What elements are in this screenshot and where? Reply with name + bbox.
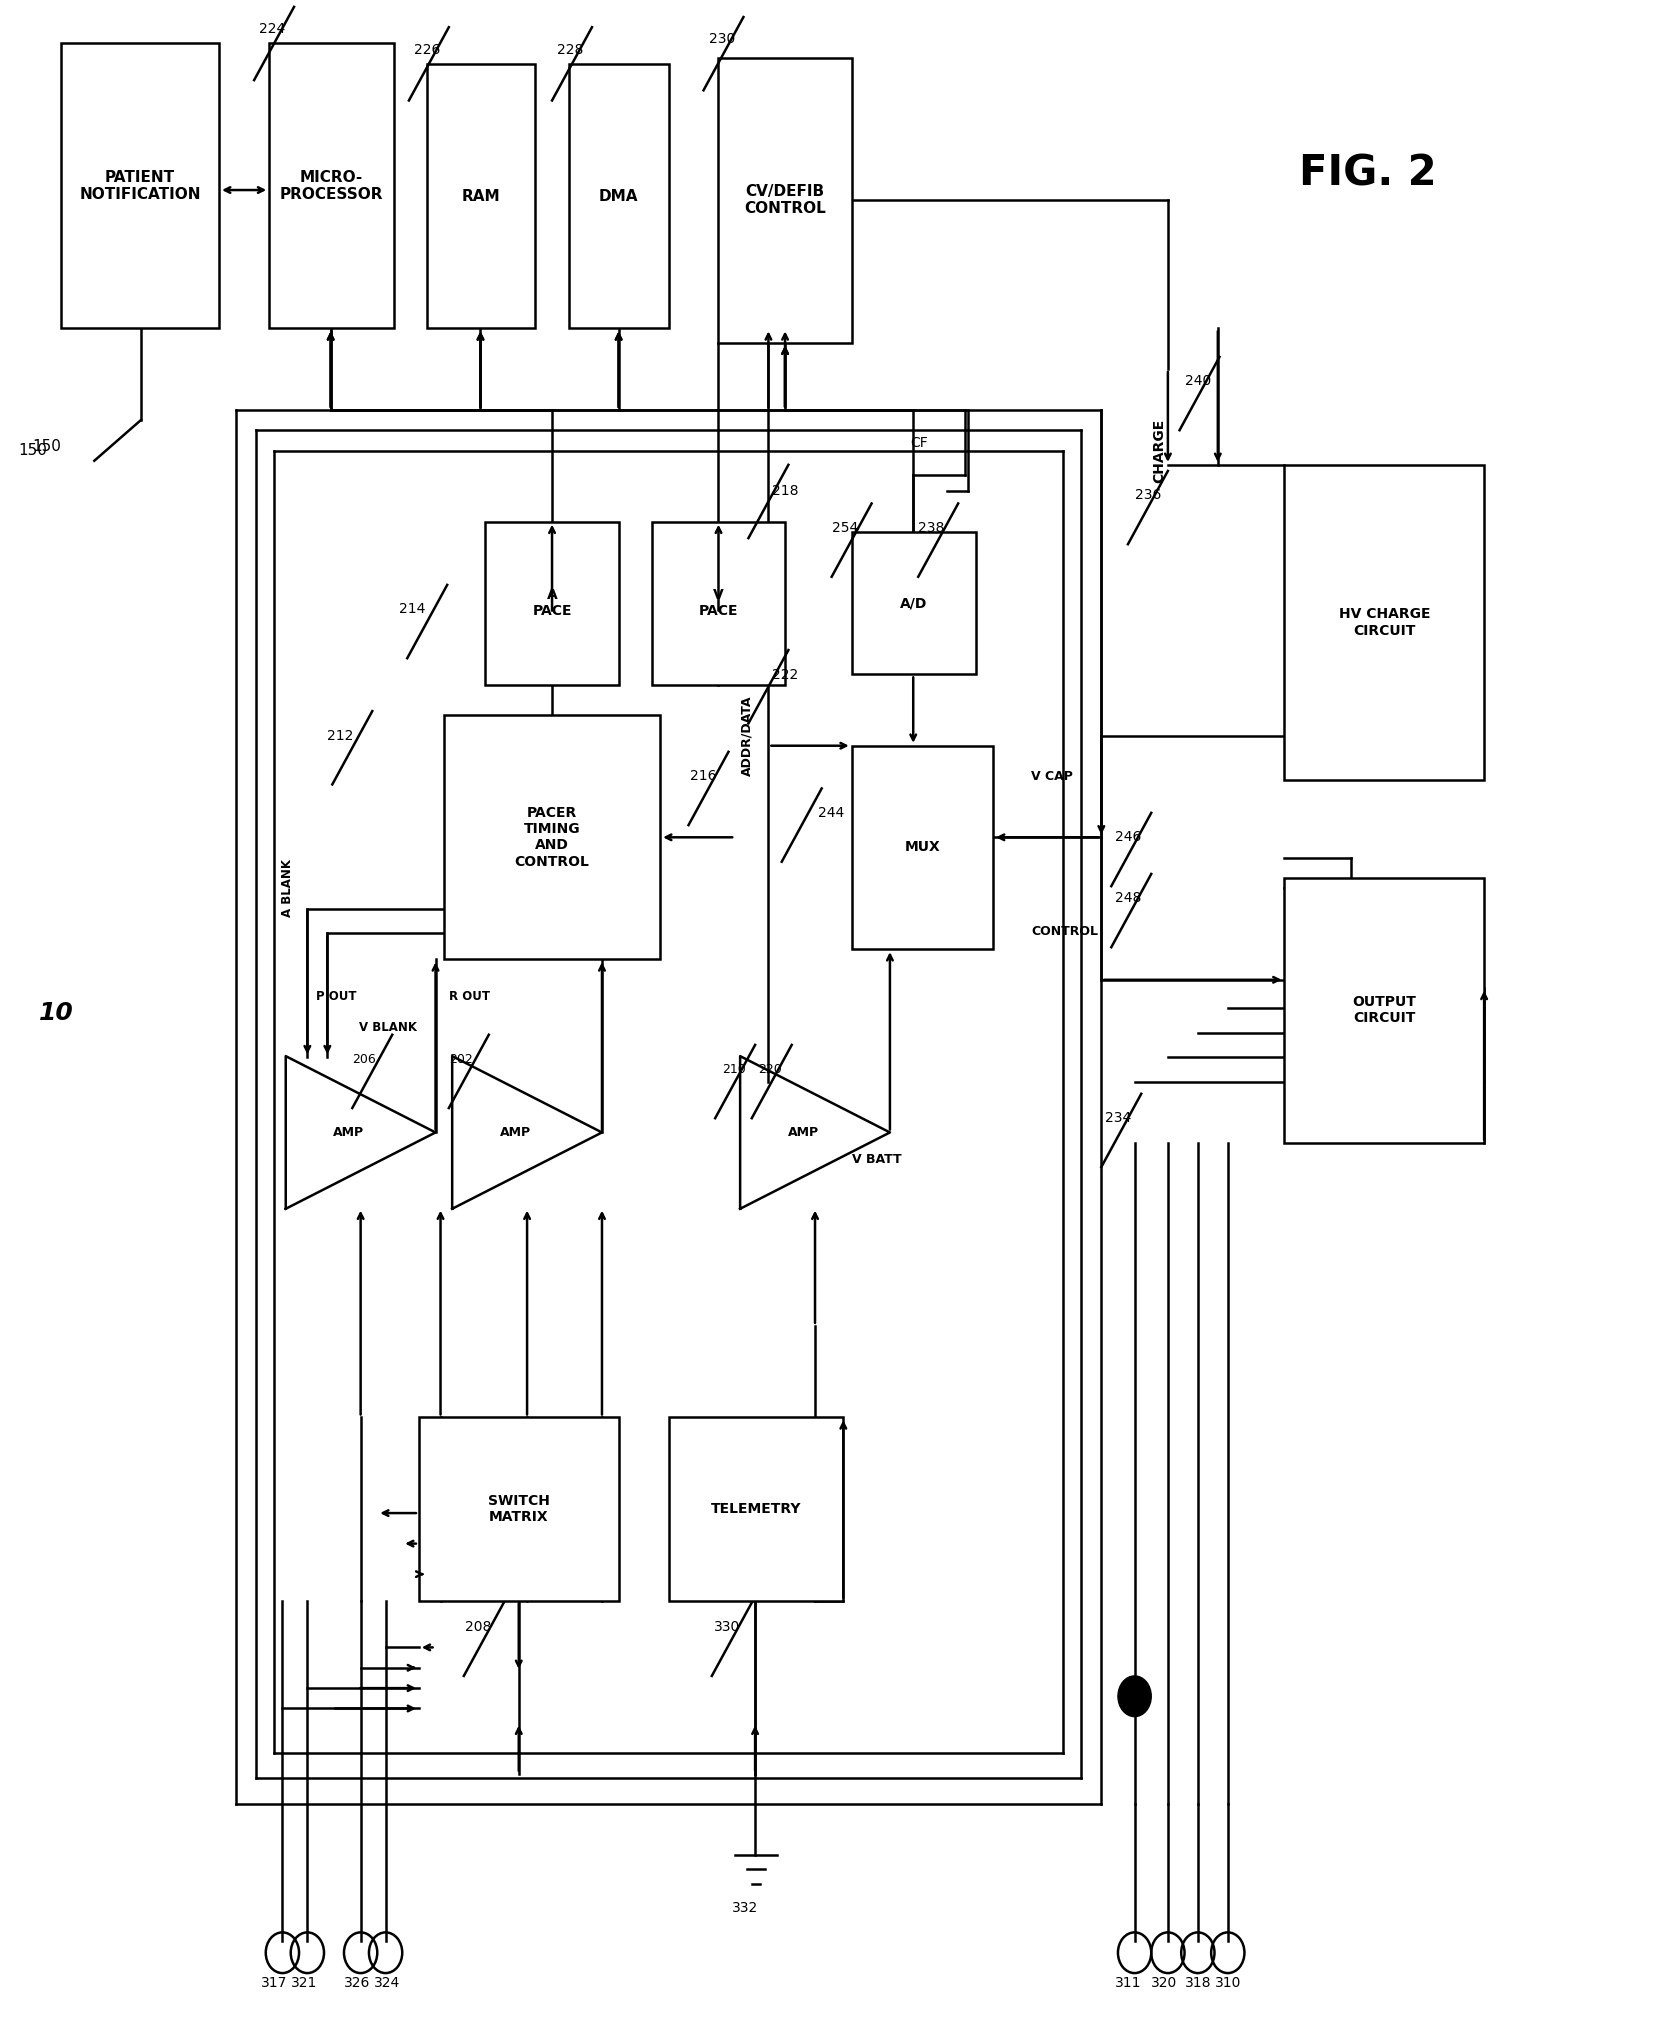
- Text: 216: 216: [690, 769, 716, 784]
- Text: A BLANK: A BLANK: [281, 859, 294, 916]
- Text: SWITCH
MATRIX: SWITCH MATRIX: [488, 1494, 549, 1525]
- Text: OUTPUT
CIRCUIT: OUTPUT CIRCUIT: [1353, 996, 1416, 1025]
- Text: MICRO-
PROCESSOR: MICRO- PROCESSOR: [281, 169, 382, 202]
- Text: A/D: A/D: [900, 596, 929, 610]
- Text: CV/DEFIB
CONTROL: CV/DEFIB CONTROL: [745, 184, 827, 216]
- FancyBboxPatch shape: [486, 522, 618, 684]
- Text: ADDR/DATA: ADDR/DATA: [740, 696, 753, 776]
- Text: V
PACE: V PACE: [698, 588, 738, 618]
- Text: 222: 222: [772, 667, 798, 682]
- FancyBboxPatch shape: [269, 43, 394, 329]
- FancyBboxPatch shape: [62, 43, 219, 329]
- Text: RAM: RAM: [463, 188, 501, 204]
- Text: 206: 206: [352, 1053, 376, 1065]
- Text: 320: 320: [1151, 1976, 1177, 1990]
- Text: 234: 234: [1104, 1110, 1131, 1125]
- Text: 321: 321: [291, 1976, 317, 1990]
- Text: 330: 330: [713, 1621, 740, 1635]
- Text: 244: 244: [818, 806, 845, 820]
- Text: 226: 226: [414, 43, 441, 57]
- Text: 324: 324: [374, 1976, 401, 1990]
- FancyBboxPatch shape: [1284, 878, 1485, 1143]
- FancyBboxPatch shape: [444, 714, 660, 959]
- FancyBboxPatch shape: [1284, 465, 1485, 780]
- Text: 220: 220: [758, 1063, 782, 1076]
- Text: 230: 230: [708, 33, 735, 47]
- Text: 214: 214: [399, 602, 426, 616]
- Text: 317: 317: [261, 1976, 287, 1990]
- Text: 332: 332: [731, 1900, 758, 1914]
- Text: 240: 240: [1184, 374, 1211, 388]
- Text: CF: CF: [910, 435, 927, 449]
- FancyBboxPatch shape: [852, 745, 994, 949]
- FancyBboxPatch shape: [718, 57, 852, 343]
- FancyBboxPatch shape: [852, 533, 977, 674]
- FancyBboxPatch shape: [651, 522, 785, 684]
- Text: FIG. 2: FIG. 2: [1299, 153, 1436, 196]
- Text: CHARGE: CHARGE: [1152, 418, 1167, 484]
- Text: MUX: MUX: [905, 841, 940, 855]
- FancyBboxPatch shape: [419, 1416, 618, 1600]
- Text: PATIENT
NOTIFICATION: PATIENT NOTIFICATION: [80, 169, 200, 202]
- Text: 208: 208: [466, 1621, 493, 1635]
- Text: P OUT: P OUT: [316, 990, 356, 1002]
- Text: 150: 150: [18, 443, 47, 457]
- Text: 318: 318: [1184, 1976, 1211, 1990]
- Text: 236: 236: [1134, 488, 1161, 502]
- Text: 310: 310: [1214, 1976, 1241, 1990]
- Text: V BLANK: V BLANK: [359, 1020, 418, 1033]
- Text: PACER
TIMING
AND
CONTROL: PACER TIMING AND CONTROL: [514, 806, 590, 869]
- Text: V CAP: V CAP: [1032, 769, 1074, 784]
- Text: DMA: DMA: [600, 188, 638, 204]
- Text: 10: 10: [40, 1002, 73, 1025]
- Text: AMP: AMP: [788, 1127, 818, 1139]
- Text: 228: 228: [558, 43, 583, 57]
- Text: 238: 238: [919, 520, 945, 535]
- Text: 224: 224: [259, 22, 286, 37]
- Text: AMP: AMP: [499, 1127, 531, 1139]
- Text: 246: 246: [1114, 831, 1141, 845]
- Text: 202: 202: [449, 1053, 473, 1065]
- Text: CONTROL: CONTROL: [1032, 925, 1099, 939]
- Text: A
PACE: A PACE: [533, 588, 571, 618]
- Text: 210: 210: [721, 1063, 745, 1076]
- Text: V BATT: V BATT: [852, 1153, 902, 1165]
- Text: 254: 254: [832, 520, 858, 535]
- FancyBboxPatch shape: [428, 63, 536, 329]
- Text: 248: 248: [1114, 892, 1141, 906]
- Text: 150: 150: [33, 439, 62, 453]
- FancyBboxPatch shape: [569, 63, 668, 329]
- Text: 218: 218: [772, 484, 798, 498]
- Text: 311: 311: [1114, 1976, 1141, 1990]
- Text: TELEMETRY: TELEMETRY: [711, 1502, 802, 1516]
- Text: AMP: AMP: [332, 1127, 364, 1139]
- Circle shape: [1117, 1676, 1151, 1716]
- Text: HV CHARGE
CIRCUIT: HV CHARGE CIRCUIT: [1339, 608, 1430, 637]
- Text: R OUT: R OUT: [449, 990, 489, 1002]
- Text: 326: 326: [344, 1976, 371, 1990]
- Text: 212: 212: [327, 729, 354, 743]
- FancyBboxPatch shape: [668, 1416, 843, 1600]
